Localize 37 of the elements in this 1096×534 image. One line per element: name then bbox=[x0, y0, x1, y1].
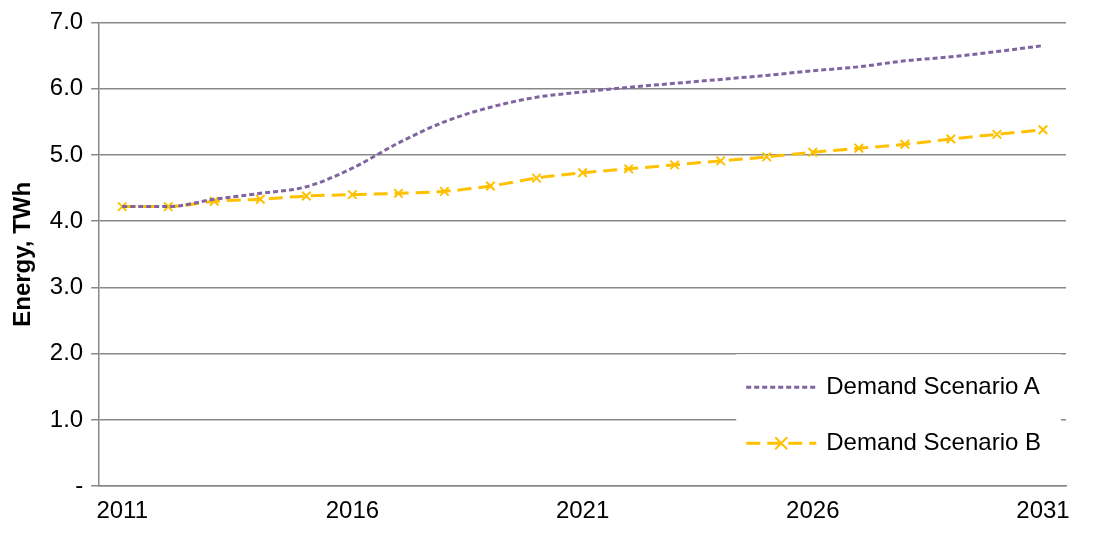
point bbox=[715, 155, 726, 167]
point bbox=[209, 196, 220, 207]
point bbox=[853, 143, 865, 154]
point bbox=[347, 189, 358, 200]
point bbox=[761, 151, 772, 163]
point bbox=[301, 190, 312, 202]
point bbox=[945, 133, 957, 145]
x-tick-label: 2026 bbox=[786, 496, 840, 524]
point bbox=[991, 129, 1003, 140]
y-tick-label: 6.0 bbox=[49, 73, 84, 101]
x-tick-label: 2021 bbox=[555, 496, 610, 524]
point bbox=[162, 201, 174, 212]
y-tick-label: 2.0 bbox=[49, 338, 84, 366]
point bbox=[669, 159, 680, 171]
legend-label: Demand Scenario A bbox=[826, 371, 1040, 399]
point bbox=[577, 167, 588, 179]
point bbox=[1037, 124, 1049, 135]
y-tick-label: 4.0 bbox=[49, 205, 84, 233]
point bbox=[255, 194, 266, 205]
point bbox=[116, 201, 128, 212]
y-tick-label: - bbox=[75, 470, 84, 498]
y-tick-label: 3.0 bbox=[49, 272, 84, 300]
x-tick-label: 2031 bbox=[1016, 496, 1070, 524]
point bbox=[393, 188, 404, 199]
x-tick-label: 2016 bbox=[325, 496, 380, 524]
point bbox=[623, 163, 634, 175]
y-axis-title: Energy, TWh bbox=[8, 181, 36, 327]
point bbox=[485, 180, 496, 192]
y-tick-label: 5.0 bbox=[49, 139, 84, 167]
y-tick-label: 7.0 bbox=[49, 7, 84, 35]
legend-label: Demand Scenario B bbox=[826, 427, 1041, 455]
point bbox=[899, 139, 911, 150]
point bbox=[531, 172, 542, 184]
point bbox=[439, 186, 450, 197]
y-tick-label: 1.0 bbox=[49, 404, 84, 432]
x-tick-label: 2011 bbox=[96, 496, 148, 524]
point bbox=[807, 147, 819, 158]
